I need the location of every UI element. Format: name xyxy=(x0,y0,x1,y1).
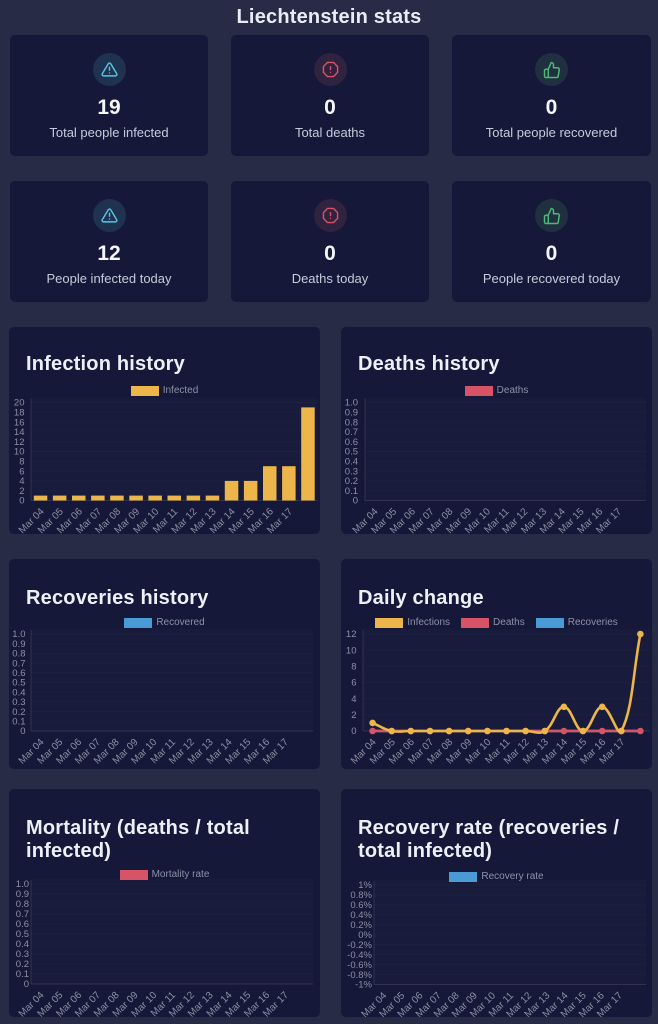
svg-text:-0.8%: -0.8% xyxy=(347,970,372,981)
svg-text:0.6%: 0.6% xyxy=(350,900,372,911)
svg-text:12: 12 xyxy=(14,437,25,448)
svg-text:1.0: 1.0 xyxy=(12,629,25,640)
svg-text:0.1: 0.1 xyxy=(16,969,29,980)
svg-text:0.8: 0.8 xyxy=(16,899,29,910)
svg-text:0.6: 0.6 xyxy=(16,919,29,930)
svg-text:20: 20 xyxy=(14,398,25,409)
svg-text:-0.6%: -0.6% xyxy=(347,960,372,971)
svg-text:0.8%: 0.8% xyxy=(350,890,372,901)
svg-text:18: 18 xyxy=(14,408,25,419)
svg-text:0.6: 0.6 xyxy=(345,437,358,448)
svg-text:0: 0 xyxy=(19,496,24,507)
svg-text:4: 4 xyxy=(19,476,24,487)
svg-text:8: 8 xyxy=(19,457,24,468)
svg-text:0: 0 xyxy=(351,726,356,737)
svg-text:2: 2 xyxy=(351,710,356,721)
svg-text:0.8: 0.8 xyxy=(345,417,358,428)
svg-text:0.2%: 0.2% xyxy=(350,920,372,931)
svg-text:-0.4%: -0.4% xyxy=(347,950,372,961)
svg-text:0.7: 0.7 xyxy=(16,909,29,920)
svg-text:0.3: 0.3 xyxy=(12,697,25,708)
svg-text:2: 2 xyxy=(19,486,24,497)
svg-text:1%: 1% xyxy=(358,880,372,891)
svg-text:0.2: 0.2 xyxy=(16,959,29,970)
svg-text:0%: 0% xyxy=(358,930,372,941)
svg-text:4: 4 xyxy=(351,694,356,705)
svg-text:0.8: 0.8 xyxy=(12,649,25,660)
svg-text:10: 10 xyxy=(14,447,25,458)
svg-text:0.6: 0.6 xyxy=(12,668,25,679)
svg-text:-0.2%: -0.2% xyxy=(347,940,372,951)
svg-text:0.4: 0.4 xyxy=(16,939,29,950)
svg-text:0.1: 0.1 xyxy=(12,717,25,728)
svg-text:0: 0 xyxy=(20,726,25,737)
svg-text:0.9: 0.9 xyxy=(12,639,25,650)
svg-text:0.4: 0.4 xyxy=(345,457,358,468)
svg-text:0.5: 0.5 xyxy=(345,447,358,458)
svg-text:0.2: 0.2 xyxy=(12,707,25,718)
svg-text:0.2: 0.2 xyxy=(345,476,358,487)
svg-text:0.5: 0.5 xyxy=(16,929,29,940)
svg-text:0.3: 0.3 xyxy=(16,949,29,960)
svg-text:0.7: 0.7 xyxy=(12,658,25,669)
svg-text:0: 0 xyxy=(24,979,29,990)
svg-text:10: 10 xyxy=(346,645,357,656)
svg-text:0: 0 xyxy=(353,496,358,507)
svg-text:0.9: 0.9 xyxy=(16,889,29,900)
svg-text:0.7: 0.7 xyxy=(345,427,358,438)
svg-text:12: 12 xyxy=(346,629,357,640)
svg-text:8: 8 xyxy=(351,662,356,673)
svg-text:0.4%: 0.4% xyxy=(350,910,372,921)
svg-text:6: 6 xyxy=(351,678,356,689)
svg-text:1.0: 1.0 xyxy=(345,398,358,409)
svg-text:14: 14 xyxy=(14,427,25,438)
svg-text:16: 16 xyxy=(14,417,25,428)
svg-text:1.0: 1.0 xyxy=(16,879,29,890)
svg-text:6: 6 xyxy=(19,466,24,477)
svg-text:0.1: 0.1 xyxy=(345,486,358,497)
svg-text:0.4: 0.4 xyxy=(12,687,25,698)
svg-text:-1%: -1% xyxy=(355,980,372,991)
svg-text:0.5: 0.5 xyxy=(12,678,25,689)
svg-text:0.3: 0.3 xyxy=(345,466,358,477)
svg-text:0.9: 0.9 xyxy=(345,408,358,419)
